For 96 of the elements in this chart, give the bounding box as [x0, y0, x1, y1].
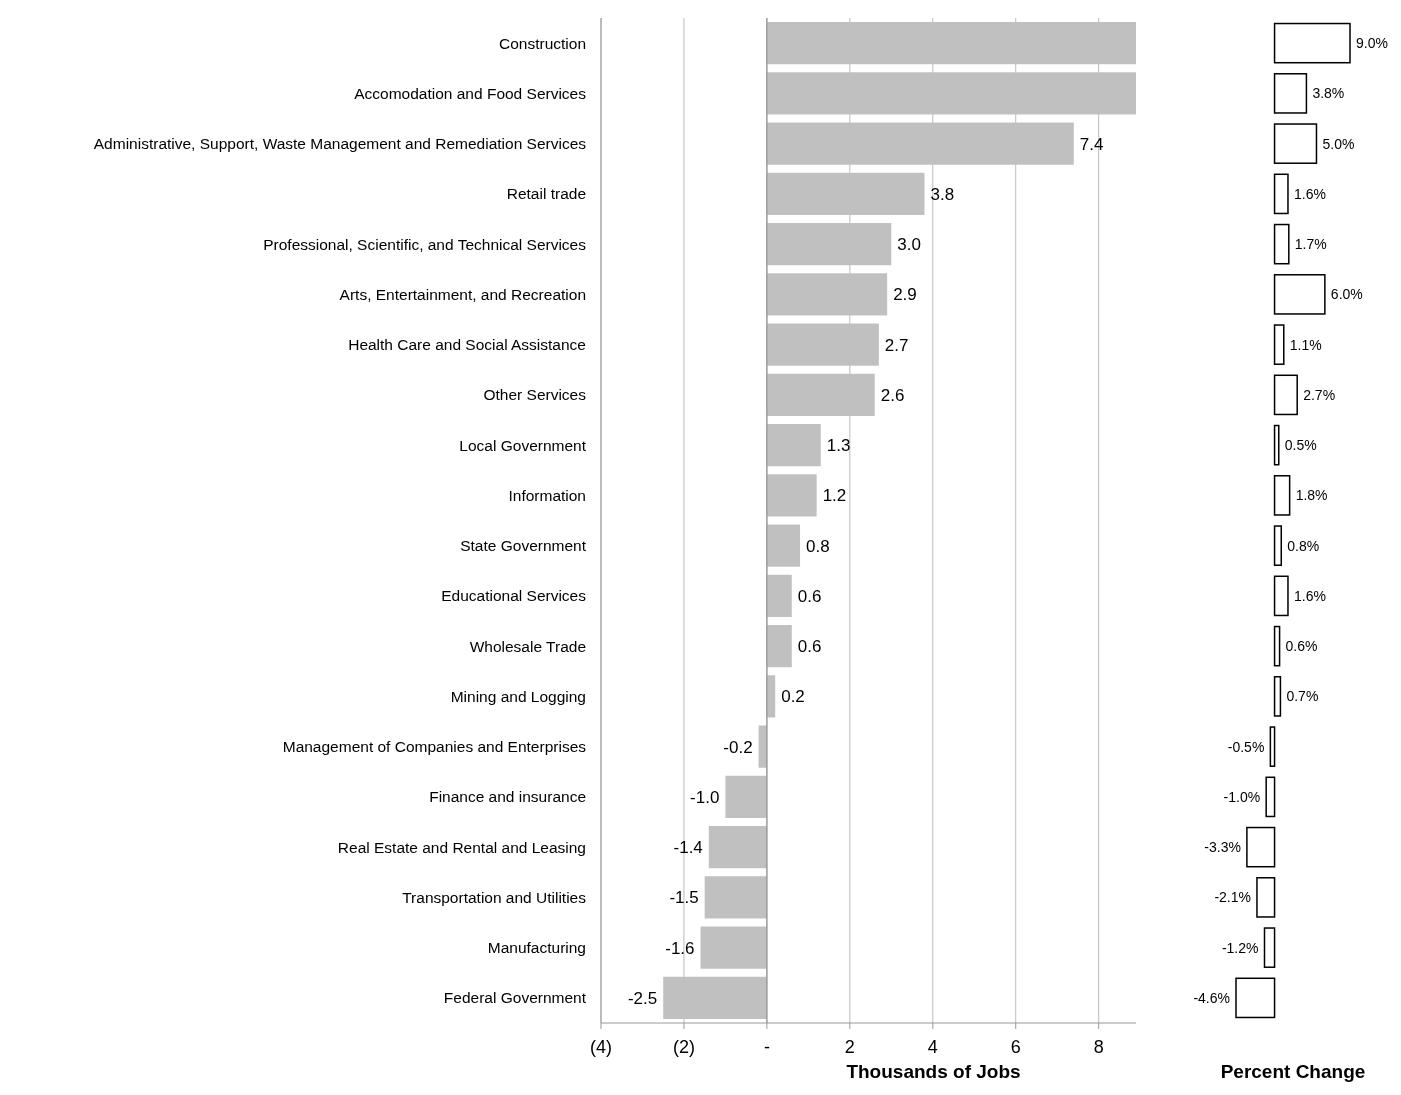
data-label: 2.7%	[1303, 386, 1336, 403]
data-label: 1.6%	[1293, 185, 1326, 202]
data-label: -1.6	[665, 938, 695, 958]
data-label: -2.1%	[1214, 889, 1251, 906]
data-label: -4.6%	[1193, 989, 1230, 1006]
data-label: -2.5	[627, 988, 658, 1008]
y-tick-label: Management of Companies and Enterprises	[282, 738, 587, 756]
bar	[1269, 726, 1276, 767]
data-label: -1.2%	[1221, 939, 1259, 956]
bar	[1273, 374, 1298, 416]
bar	[1273, 625, 1281, 667]
y-tick-label: Wholesale Trade	[469, 637, 586, 655]
data-label: 7.4	[1079, 134, 1104, 154]
data-label: -1.5	[669, 888, 699, 908]
bar	[700, 926, 767, 969]
data-label: 3.8	[930, 184, 955, 204]
data-label: -1.4	[673, 838, 703, 858]
data-label: 3.8%	[1312, 85, 1345, 102]
bar	[1246, 826, 1276, 868]
bar	[766, 424, 821, 467]
data-label: 0.5%	[1284, 437, 1317, 454]
data-label: 0.6	[797, 637, 822, 657]
y-tick-label: Retail trade	[506, 185, 586, 203]
bar	[725, 775, 767, 818]
data-label: 0.7%	[1286, 688, 1319, 705]
x-tick-label: -	[763, 1037, 770, 1057]
bar	[1256, 877, 1276, 918]
x-axis-title: Percent Change	[1220, 1061, 1366, 1082]
x-tick-label: 8	[1093, 1037, 1104, 1057]
y-tick-label: Educational Services	[441, 587, 587, 605]
data-label: 0.8	[806, 536, 830, 556]
data-label: 1.2	[822, 486, 847, 506]
y-tick-label: Federal Government	[443, 989, 587, 1007]
bar	[708, 826, 767, 869]
data-label: 0.6	[797, 586, 822, 606]
y-tick-label: Professional, Scientific, and Technical Services	[263, 235, 587, 253]
y-tick-label: Real Estate and Rental and Leasing	[337, 838, 586, 856]
y-tick-label: Construction	[498, 34, 586, 52]
data-label: 1.3	[826, 436, 851, 456]
bar	[1273, 324, 1285, 365]
y-tick-label: Information	[508, 486, 586, 504]
x-tick-label: (2)	[672, 1037, 695, 1057]
x-tick-label: (4)	[590, 1037, 612, 1057]
bar	[1273, 73, 1308, 114]
y-tick-label: Finance and insurance	[429, 788, 586, 806]
y-tick-label: Transportation and Utilities	[402, 888, 587, 906]
bar	[766, 574, 792, 617]
bar	[1273, 676, 1282, 717]
bar	[766, 625, 792, 668]
y-tick-label: Local Government	[459, 436, 587, 454]
x-axis-title: Thousands of Jobs	[846, 1061, 1021, 1082]
x-tick-label: 2	[844, 1037, 855, 1057]
data-label: 5.0%	[1322, 135, 1355, 152]
bar	[704, 876, 767, 919]
bar	[1273, 22, 1351, 64]
data-label: 1.8%	[1295, 487, 1328, 504]
data-label: -1.0%	[1223, 788, 1261, 805]
bar	[1273, 274, 1326, 315]
data-label: 6.0%	[1330, 286, 1363, 303]
bar	[1273, 475, 1291, 516]
y-tick-label: Arts, Entertainment, and Recreation	[339, 285, 586, 303]
bar	[1273, 173, 1289, 215]
y-tick-label: Accomodation and Food Services	[354, 84, 587, 102]
bar	[1273, 575, 1289, 617]
data-label: 0.2	[781, 687, 805, 707]
bar	[1273, 525, 1283, 566]
data-label: 0.6%	[1285, 638, 1318, 655]
data-label: 0.8%	[1287, 537, 1320, 554]
bar	[1273, 123, 1318, 164]
bar	[1263, 927, 1276, 968]
x-tick-label: 4	[927, 1037, 938, 1057]
data-label: -0.2	[723, 737, 753, 757]
bar	[1273, 223, 1290, 265]
bar	[766, 474, 817, 517]
y-tick-label: Other Services	[483, 386, 587, 404]
data-label: 2.6	[880, 385, 905, 405]
y-tick-label: Health Care and Social Assistance	[348, 336, 586, 354]
y-tick-label: State Government	[460, 537, 587, 555]
x-tick-label: 6	[1010, 1037, 1021, 1057]
data-label: -1.0	[690, 787, 720, 807]
data-label: -3.3%	[1204, 839, 1241, 856]
y-tick-label: Manufacturing	[487, 939, 586, 957]
data-label: -0.5%	[1227, 738, 1265, 755]
data-label: 9.0%	[1356, 35, 1388, 52]
data-label: 3.0	[897, 235, 921, 255]
data-label: 1.1%	[1289, 336, 1322, 353]
y-tick-label: Administrative, Support, Waste Management and Remediation Services	[93, 135, 587, 153]
data-label: 2.7	[884, 335, 909, 355]
data-label: 1.7%	[1294, 236, 1327, 253]
data-label: 1.6%	[1293, 587, 1326, 604]
bar	[1235, 977, 1276, 1019]
y-tick-label: Mining and Logging	[450, 687, 586, 705]
bar	[1273, 424, 1280, 466]
data-label: 2.9	[893, 285, 917, 305]
bar	[1265, 776, 1276, 818]
bar	[766, 524, 801, 567]
